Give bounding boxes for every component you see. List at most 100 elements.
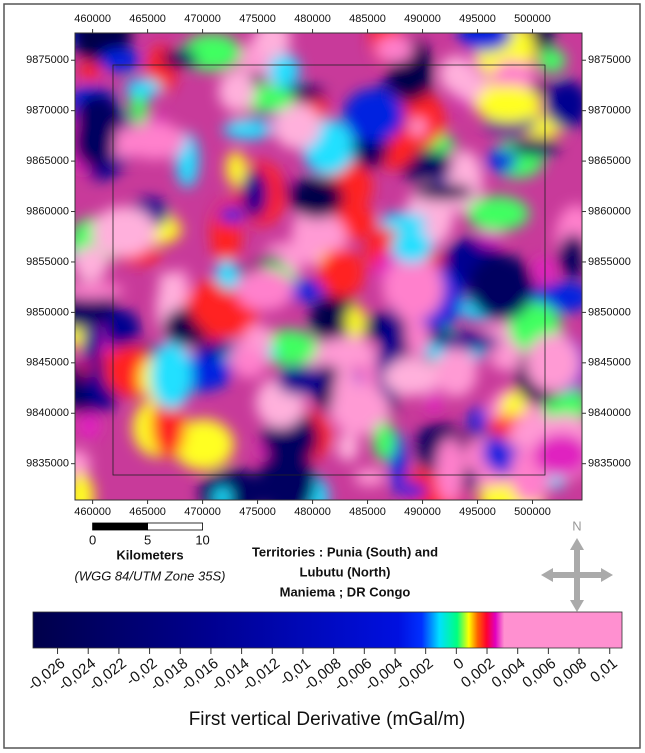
caption-line: Maniema ; DR Congo [280,584,411,599]
raster-blob [475,85,543,123]
y-tick-label: 9870000 [26,105,69,117]
x-tick-label: 460000 [74,13,111,25]
x-tick-label: 460000 [74,506,111,518]
y-tick-label: 9850000 [588,306,631,318]
raster-blob [382,256,444,321]
raster-blob [545,80,582,129]
y-tick-label: 9835000 [588,458,631,470]
x-tick-label: 480000 [294,506,331,518]
y-tick-label: 9875000 [588,54,631,66]
x-tick-label: 465000 [129,506,166,518]
raster-blob [261,329,318,366]
raster-blob [533,257,556,285]
raster-blob [525,333,581,393]
study-area [112,64,546,476]
raster-blob [149,342,193,410]
y-tick-label: 9860000 [26,205,69,217]
y-tick-label: 9850000 [26,306,69,318]
raster-blob [383,358,443,396]
north-label: N [572,518,581,533]
raster-blob [533,433,582,477]
raster-blob [530,33,554,52]
y-tick-label: 9845000 [26,357,69,369]
raster-blob [213,486,232,500]
x-tick-label: 495000 [459,13,496,25]
x-tick-label: 500000 [514,13,551,25]
raster-blob [469,406,488,435]
raster-blob [243,324,273,354]
y-tick-label: 9865000 [26,155,69,167]
x-tick-label: 475000 [239,506,276,518]
y-tick-label: 9875000 [26,54,69,66]
x-tick-label: 470000 [184,506,221,518]
raster-blob [512,138,560,156]
frame [3,3,641,749]
colorbar-tick-label: 0,004 [489,655,529,692]
raster-blob [75,282,125,299]
raster-blob [75,472,95,500]
raster-blob [226,150,246,187]
map-border [74,32,583,501]
colorbar-tick-label: 0 [450,655,467,674]
raster-blob [161,49,198,69]
raster-blob [82,323,103,364]
raster-blob [125,122,186,160]
raster-blob [268,52,300,88]
raster-blob [353,468,386,486]
raster-blob [558,233,582,278]
x-tick-label: 485000 [349,13,386,25]
y-tick-label: 9840000 [588,407,631,419]
raster-blob [276,365,327,396]
scale-label: 10 [195,532,209,547]
raster-blob [125,78,163,97]
x-tick-label: 495000 [459,506,496,518]
scale-unit: Kilometers [116,547,183,562]
raster-blob [390,229,433,264]
scale-label: 5 [144,532,151,547]
x-tick-label: 480000 [294,13,331,25]
x-tick-label: 470000 [184,13,221,25]
raster-blob [468,253,534,321]
raster-blob [434,347,478,398]
x-tick-label: 465000 [129,13,166,25]
scale-label: 0 [89,532,96,547]
raster-blob [218,207,245,224]
y-tick-label: 9860000 [588,205,631,217]
raster-blob [435,437,465,500]
y-tick-label: 9865000 [588,155,631,167]
raster-blob [241,169,268,219]
raster-blob [98,49,142,72]
colorbar-tick-label: 0,008 [550,655,590,692]
projection: (WGG 84/UTM Zone 35S) [75,568,226,583]
raster-blob [375,35,414,63]
raster-blob [425,391,443,414]
raster-blob [182,33,242,72]
raster-blob [223,118,273,140]
scale-segment [92,522,148,531]
scale-segment [147,522,203,531]
raster-blob [102,309,140,350]
caption-line: Lubutu (North) [300,564,391,579]
x-tick-label: 500000 [514,506,551,518]
raster-blob [458,33,513,52]
raster-blobs [75,33,582,500]
north-arrow [541,538,613,612]
raster-blob [218,70,256,113]
raster-blob [75,245,108,282]
raster-blob [75,449,91,477]
raster-blob [329,384,391,436]
raster-blob [537,48,567,73]
raster-blob [372,421,396,461]
x-tick-label: 490000 [404,13,441,25]
axes: 460000 460000 465000 465000 470000 470000 4750… [26,13,631,518]
raster-blob [336,433,360,462]
raster-blob [78,411,101,440]
scale-bar: 0 5 10 [89,522,210,547]
colorbar-tick-label: 0,006 [519,655,559,692]
raster-blob [254,33,291,58]
raster-blob [439,55,471,93]
colorbar-tick-label: 0,002 [458,655,498,692]
y-tick-label: 9855000 [26,256,69,268]
raster-blob [466,195,530,232]
